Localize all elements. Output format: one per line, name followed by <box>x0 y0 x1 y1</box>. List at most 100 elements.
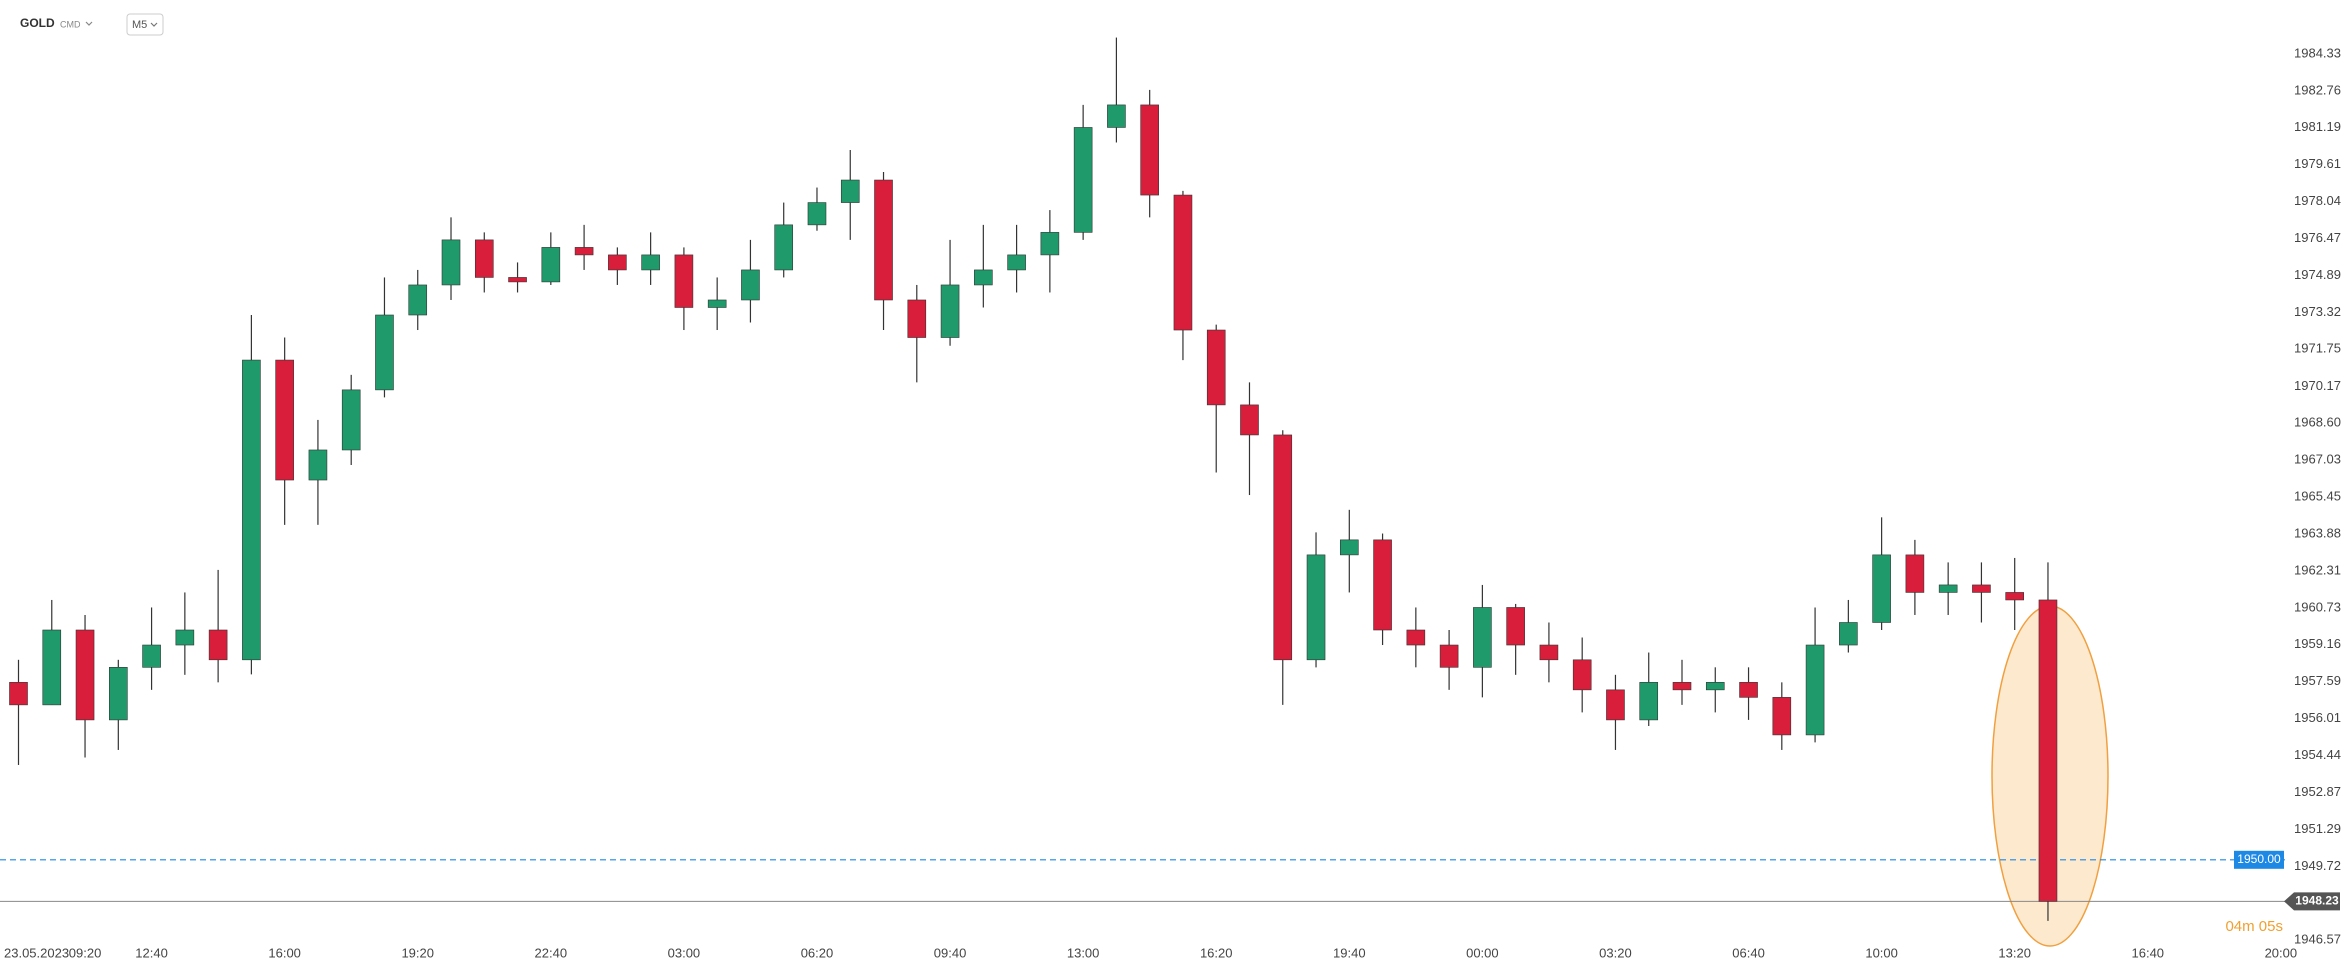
countdown: 04m 05s <box>2225 918 2283 935</box>
candle-body <box>1473 607 1492 668</box>
candle-body <box>1107 104 1126 128</box>
y-tick-label: 1952.87 <box>2294 784 2341 799</box>
last-price-tag <box>2284 892 2340 911</box>
x-tick-label: 13:20 <box>1998 945 2031 960</box>
candle-body <box>1439 644 1459 668</box>
candle-body <box>608 254 627 271</box>
x-tick-label: 16:00 <box>268 945 301 960</box>
x-tick-label: 19:40 <box>1333 945 1366 960</box>
candle-body <box>308 449 328 481</box>
y-tick-label: 1960.73 <box>2294 599 2341 614</box>
candle-body <box>1705 682 1725 691</box>
market: CMD <box>60 19 81 29</box>
candle-body <box>974 269 993 286</box>
candle-body <box>375 314 394 391</box>
interval[interactable]: M5 <box>132 19 147 31</box>
y-tick-label: 1959.16 <box>2294 636 2341 651</box>
x-tick-label: 16:40 <box>2132 945 2165 960</box>
candle-body <box>641 254 660 271</box>
candle-body <box>1672 682 1692 691</box>
candle-body <box>541 247 561 283</box>
candle-body <box>275 359 294 481</box>
candle-body <box>574 247 594 256</box>
candle-body <box>142 644 161 668</box>
candle-body <box>42 629 62 706</box>
candle-body <box>2005 592 2024 601</box>
candle-body <box>1340 539 1359 556</box>
y-tick-label: 1978.04 <box>2294 193 2341 208</box>
candle-body <box>242 359 261 661</box>
candle-body <box>441 239 461 286</box>
y-tick-label: 1982.76 <box>2294 82 2341 97</box>
plot-area: 1984.33 1982.76 1981.19 1979.61 1978.04 1976.… <box>0 37 2341 960</box>
candle-body <box>508 277 527 283</box>
x-tick-label: 22:40 <box>535 945 568 960</box>
candle-body <box>1406 629 1426 646</box>
last-price-label: 1948.23 <box>2295 894 2339 908</box>
x-tick-label: 06:20 <box>801 945 834 960</box>
y-tick-label: 1976.47 <box>2294 230 2341 245</box>
y-tick-label: 1957.59 <box>2294 673 2341 688</box>
x-tick-label: 06:40 <box>1732 945 1765 960</box>
candle-body <box>75 629 95 721</box>
x-tick-label: 10:00 <box>1865 945 1898 960</box>
candle-body <box>1373 539 1392 631</box>
candle-body <box>1173 194 1193 331</box>
candle-body <box>1007 254 1026 271</box>
interval-chevron <box>150 22 158 27</box>
y-tick-label: 1954.44 <box>2294 747 2341 762</box>
candle-body <box>741 269 760 301</box>
candle-body <box>774 224 794 271</box>
candle-body <box>1273 434 1293 661</box>
candle-body <box>940 284 960 338</box>
candle-body <box>1506 607 1525 646</box>
candle-body <box>2038 599 2058 902</box>
y-tick-label: 1951.29 <box>2294 821 2341 836</box>
y-tick-label: 1981.19 <box>2294 119 2341 134</box>
x-tick-label: 03:20 <box>1599 945 1632 960</box>
candle-body <box>907 299 927 338</box>
x-tick-label: 23.05.2023 <box>4 945 69 960</box>
candle-body <box>1872 554 1891 623</box>
candle-body <box>109 667 128 721</box>
candle-body <box>1040 232 1060 256</box>
candle-body <box>1240 404 1259 436</box>
y-tick-label: 1974.89 <box>2294 267 2341 282</box>
y-tick-label: 1984.33 <box>2294 45 2341 60</box>
candle-body <box>1805 644 1825 736</box>
y-tick-label: 1971.75 <box>2294 341 2341 356</box>
candle-body <box>474 239 494 278</box>
candle-body <box>1739 682 1758 698</box>
candle-body <box>1306 554 1326 661</box>
candle-body <box>1206 329 1226 406</box>
candle-body <box>208 629 228 661</box>
x-tick-label: 20:00 <box>2265 945 2298 960</box>
x-tick-label: 19:20 <box>401 945 434 960</box>
candle-body <box>1606 689 1625 721</box>
x-tick-label: 13:00 <box>1067 945 1100 960</box>
candle-body <box>1839 622 1858 646</box>
candle-body <box>9 682 28 706</box>
y-tick-label: 1967.03 <box>2294 451 2341 466</box>
y-tick-label: 1956.01 <box>2294 710 2341 725</box>
candle-body <box>175 629 195 646</box>
candle-body <box>408 284 428 316</box>
y-tick-label: 1973.32 <box>2294 304 2341 319</box>
candle-body <box>1572 659 1592 691</box>
candle-body <box>1938 584 1958 593</box>
symbol[interactable]: GOLD <box>20 16 55 30</box>
interval-button[interactable] <box>126 13 164 36</box>
y-tick-label: 1963.88 <box>2294 525 2341 540</box>
candle-body <box>707 299 727 308</box>
level-label-bg <box>2234 850 2284 869</box>
y-tick-label: 1965.45 <box>2294 489 2341 504</box>
symbol-dropdown[interactable] <box>85 21 93 26</box>
x-tick-label: 12:40 <box>135 945 168 960</box>
y-tick-label: 1949.72 <box>2294 858 2341 873</box>
x-tick-label: 09:40 <box>934 945 967 960</box>
x-tick-label: 03:00 <box>668 945 701 960</box>
y-tick-label: 1946.57 <box>2294 932 2341 947</box>
y-tick-label: 1962.31 <box>2294 562 2341 577</box>
candle-body <box>1972 584 1991 593</box>
